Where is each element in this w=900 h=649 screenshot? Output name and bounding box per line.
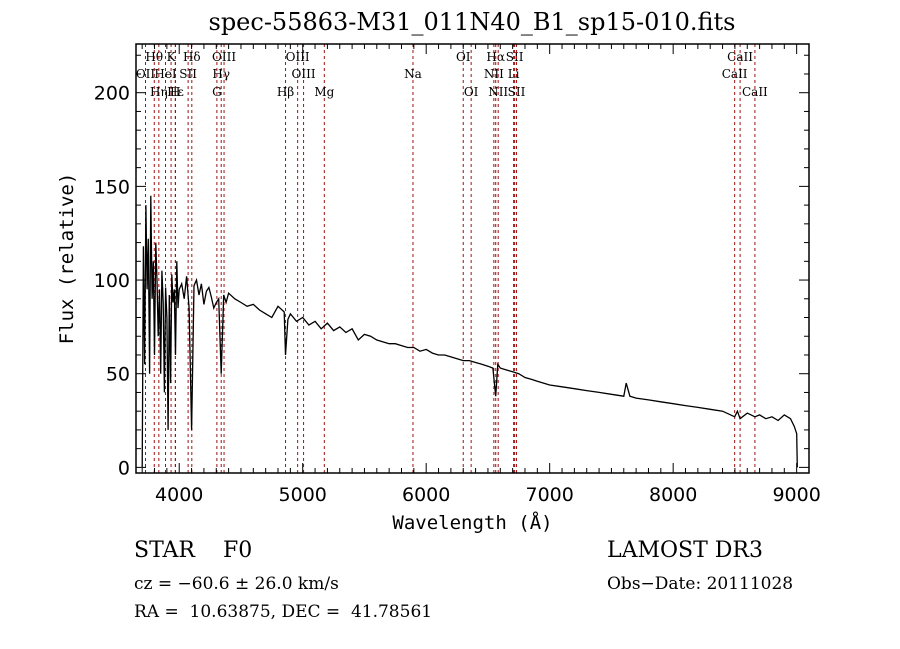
coordinates-text: RA = 10.63875, DEC = 41.78561 — [134, 602, 433, 622]
marker-label: Hβ — [277, 85, 294, 99]
marker-label: G — [212, 85, 222, 99]
marker-label: Hθ — [145, 50, 163, 64]
x-tick-label: 8000 — [649, 484, 697, 506]
axis-ticks: 4000 5000 6000 7000 8000 9000 0 50 100 150 200 — [94, 44, 821, 506]
x-tick-label: 5000 — [279, 484, 327, 506]
object-class: STAR F0 — [134, 538, 253, 563]
marker-label: CaII — [727, 50, 753, 64]
marker-label: K — [167, 50, 177, 64]
marker-label: Hα — [486, 50, 505, 64]
marker-label: OIII — [212, 50, 236, 64]
marker-label: CaII — [742, 85, 768, 99]
marker-label: SII — [508, 85, 526, 99]
obs-date: Obs−Date: 20111028 — [607, 574, 794, 594]
y-tick-label: 150 — [94, 176, 130, 198]
marker-label: Hη — [150, 85, 168, 99]
marker-label: OI — [464, 85, 479, 99]
marker-label: Na — [404, 67, 422, 81]
y-axis-label: Flux (relative) — [56, 173, 78, 345]
marker-label: HeI — [154, 67, 177, 81]
spectrum-line — [141, 195, 798, 468]
spectrum-group — [141, 195, 798, 468]
y-tick-label: 100 — [94, 270, 130, 292]
marker-label: NII — [484, 67, 504, 81]
x-tick-label: 6000 — [402, 484, 450, 506]
marker-label: H — [170, 85, 180, 99]
marker-label: Hγ — [212, 67, 230, 81]
survey-name: LAMOST DR3 — [607, 538, 763, 563]
marker-label: CaII — [722, 67, 748, 81]
redshift-text: cz = −60.6 ± 26.0 km/s — [134, 574, 339, 594]
x-tick-label: 7000 — [525, 484, 573, 506]
marker-label: OIII — [292, 67, 316, 81]
y-tick-label: 50 — [106, 364, 130, 386]
marker-label: Mg — [314, 85, 334, 99]
plot-frame — [135, 43, 810, 474]
marker-label: SII — [179, 67, 197, 81]
marker-label: SII — [506, 50, 524, 64]
marker-label: OI — [456, 50, 471, 64]
x-axis-label: Wavelength (Å) — [392, 511, 552, 534]
y-tick-label: 200 — [94, 83, 130, 105]
chart-title: spec-55863-M31_011N40_B1_sp15-010.fits — [208, 8, 736, 36]
x-tick-label: 4000 — [155, 484, 203, 506]
x-tick-label: 9000 — [772, 484, 820, 506]
marker-label: Hδ — [183, 50, 201, 64]
y-tick-label: 0 — [118, 457, 130, 479]
marker-label: OIII — [286, 50, 310, 64]
marker-label: NII — [488, 85, 508, 99]
marker-label: Li — [508, 67, 520, 81]
marker-label: OII — [136, 67, 156, 81]
